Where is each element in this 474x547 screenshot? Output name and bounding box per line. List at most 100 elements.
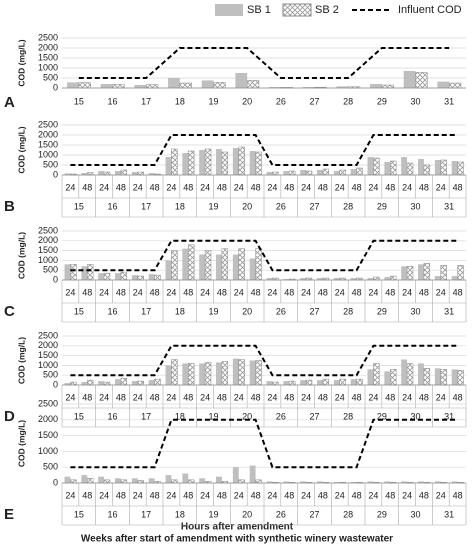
bar <box>403 71 416 88</box>
y-tick-label: 500 <box>43 370 58 380</box>
week-label: 27 <box>309 411 319 421</box>
hour-label: 24 <box>402 490 412 500</box>
week-label: 18 <box>175 201 185 211</box>
bar <box>434 481 441 483</box>
influent-line <box>70 134 458 166</box>
bar <box>381 84 394 89</box>
week-label: 19 <box>208 411 218 421</box>
week-label: 17 <box>141 201 151 211</box>
week-label: 31 <box>444 509 454 519</box>
hour-label: 24 <box>65 287 75 297</box>
hour-label: 24 <box>166 490 176 500</box>
weeks-label: Weeks after start of amendment with synt… <box>81 534 393 545</box>
y-tick-label: 2000 <box>38 235 58 245</box>
bar <box>235 73 248 88</box>
bar <box>221 361 229 386</box>
week-label: 26 <box>276 201 286 211</box>
bar <box>103 272 111 281</box>
bar <box>165 475 172 483</box>
hour-label: 48 <box>385 490 395 500</box>
bar <box>457 370 464 386</box>
panel-letter: B <box>4 198 15 215</box>
bar <box>221 151 229 176</box>
bar <box>451 276 458 280</box>
bar <box>98 476 105 483</box>
bar <box>300 481 307 483</box>
bar <box>204 148 212 176</box>
week-label: 19 <box>208 201 218 211</box>
week-label: 17 <box>141 96 151 106</box>
bar <box>451 161 458 175</box>
hour-label: 48 <box>150 182 160 192</box>
hour-label: 24 <box>200 490 210 500</box>
hour-label: 24 <box>301 490 311 500</box>
hour-label: 48 <box>385 392 395 402</box>
hour-label: 24 <box>166 182 176 192</box>
y-tick-label: 0 <box>53 477 58 487</box>
bar <box>115 171 121 175</box>
hour-label: 24 <box>368 490 378 500</box>
hour-label: 24 <box>436 490 446 500</box>
bar <box>305 170 313 176</box>
y-tick-label: 2500 <box>38 119 58 129</box>
hour-label: 48 <box>352 490 362 500</box>
hour-label: 48 <box>82 392 92 402</box>
bar <box>98 273 105 280</box>
bar <box>401 359 408 385</box>
influent-line <box>78 47 450 79</box>
week-label: 15 <box>74 509 84 519</box>
bar <box>423 368 431 386</box>
hour-label: 24 <box>402 182 412 192</box>
bar <box>339 169 346 176</box>
y-tick-label: 2000 <box>38 340 58 350</box>
hour-label: 48 <box>385 182 395 192</box>
influent-line <box>70 239 458 272</box>
bar <box>154 274 161 281</box>
week-label: 15 <box>74 96 84 106</box>
bar <box>249 465 256 483</box>
y-tick-label: 0 <box>53 169 58 179</box>
bar <box>255 151 262 176</box>
bar <box>333 482 340 483</box>
bar <box>87 264 94 281</box>
week-label: 28 <box>343 411 353 421</box>
bar <box>70 479 77 484</box>
hour-label: 24 <box>65 392 75 402</box>
bar <box>232 467 239 483</box>
y-tick-label: 1000 <box>38 62 58 72</box>
hour-label: 48 <box>284 490 294 500</box>
week-label: 30 <box>410 509 420 519</box>
hour-label: 24 <box>335 182 345 192</box>
bar <box>418 481 424 483</box>
week-label: 15 <box>74 306 84 316</box>
hour-label: 24 <box>402 392 412 402</box>
week-label: 16 <box>107 509 117 519</box>
week-label: 19 <box>208 509 218 519</box>
bar <box>367 369 374 385</box>
hour-label: 24 <box>335 287 345 297</box>
week-label: 30 <box>410 201 420 211</box>
bar <box>283 381 290 385</box>
bar <box>249 258 256 280</box>
y-tick-label: 1000 <box>38 360 58 370</box>
bar <box>115 273 121 280</box>
bar <box>98 381 105 385</box>
bar <box>137 171 144 176</box>
bar <box>384 162 391 175</box>
y-tick-label: 1000 <box>38 149 58 159</box>
bar <box>418 264 424 280</box>
week-label: 28 <box>343 96 353 106</box>
y-tick-label: 500 <box>43 159 58 169</box>
bar <box>81 266 88 280</box>
bar <box>232 254 239 280</box>
hour-label: 48 <box>82 287 92 297</box>
bar <box>249 151 256 175</box>
bar <box>440 369 447 386</box>
bar <box>373 157 380 176</box>
week-label: 16 <box>107 411 117 421</box>
week-label: 31 <box>444 96 454 106</box>
bar <box>98 171 105 175</box>
bar <box>213 82 226 89</box>
bar <box>182 248 189 280</box>
week-label: 16 <box>107 306 117 316</box>
